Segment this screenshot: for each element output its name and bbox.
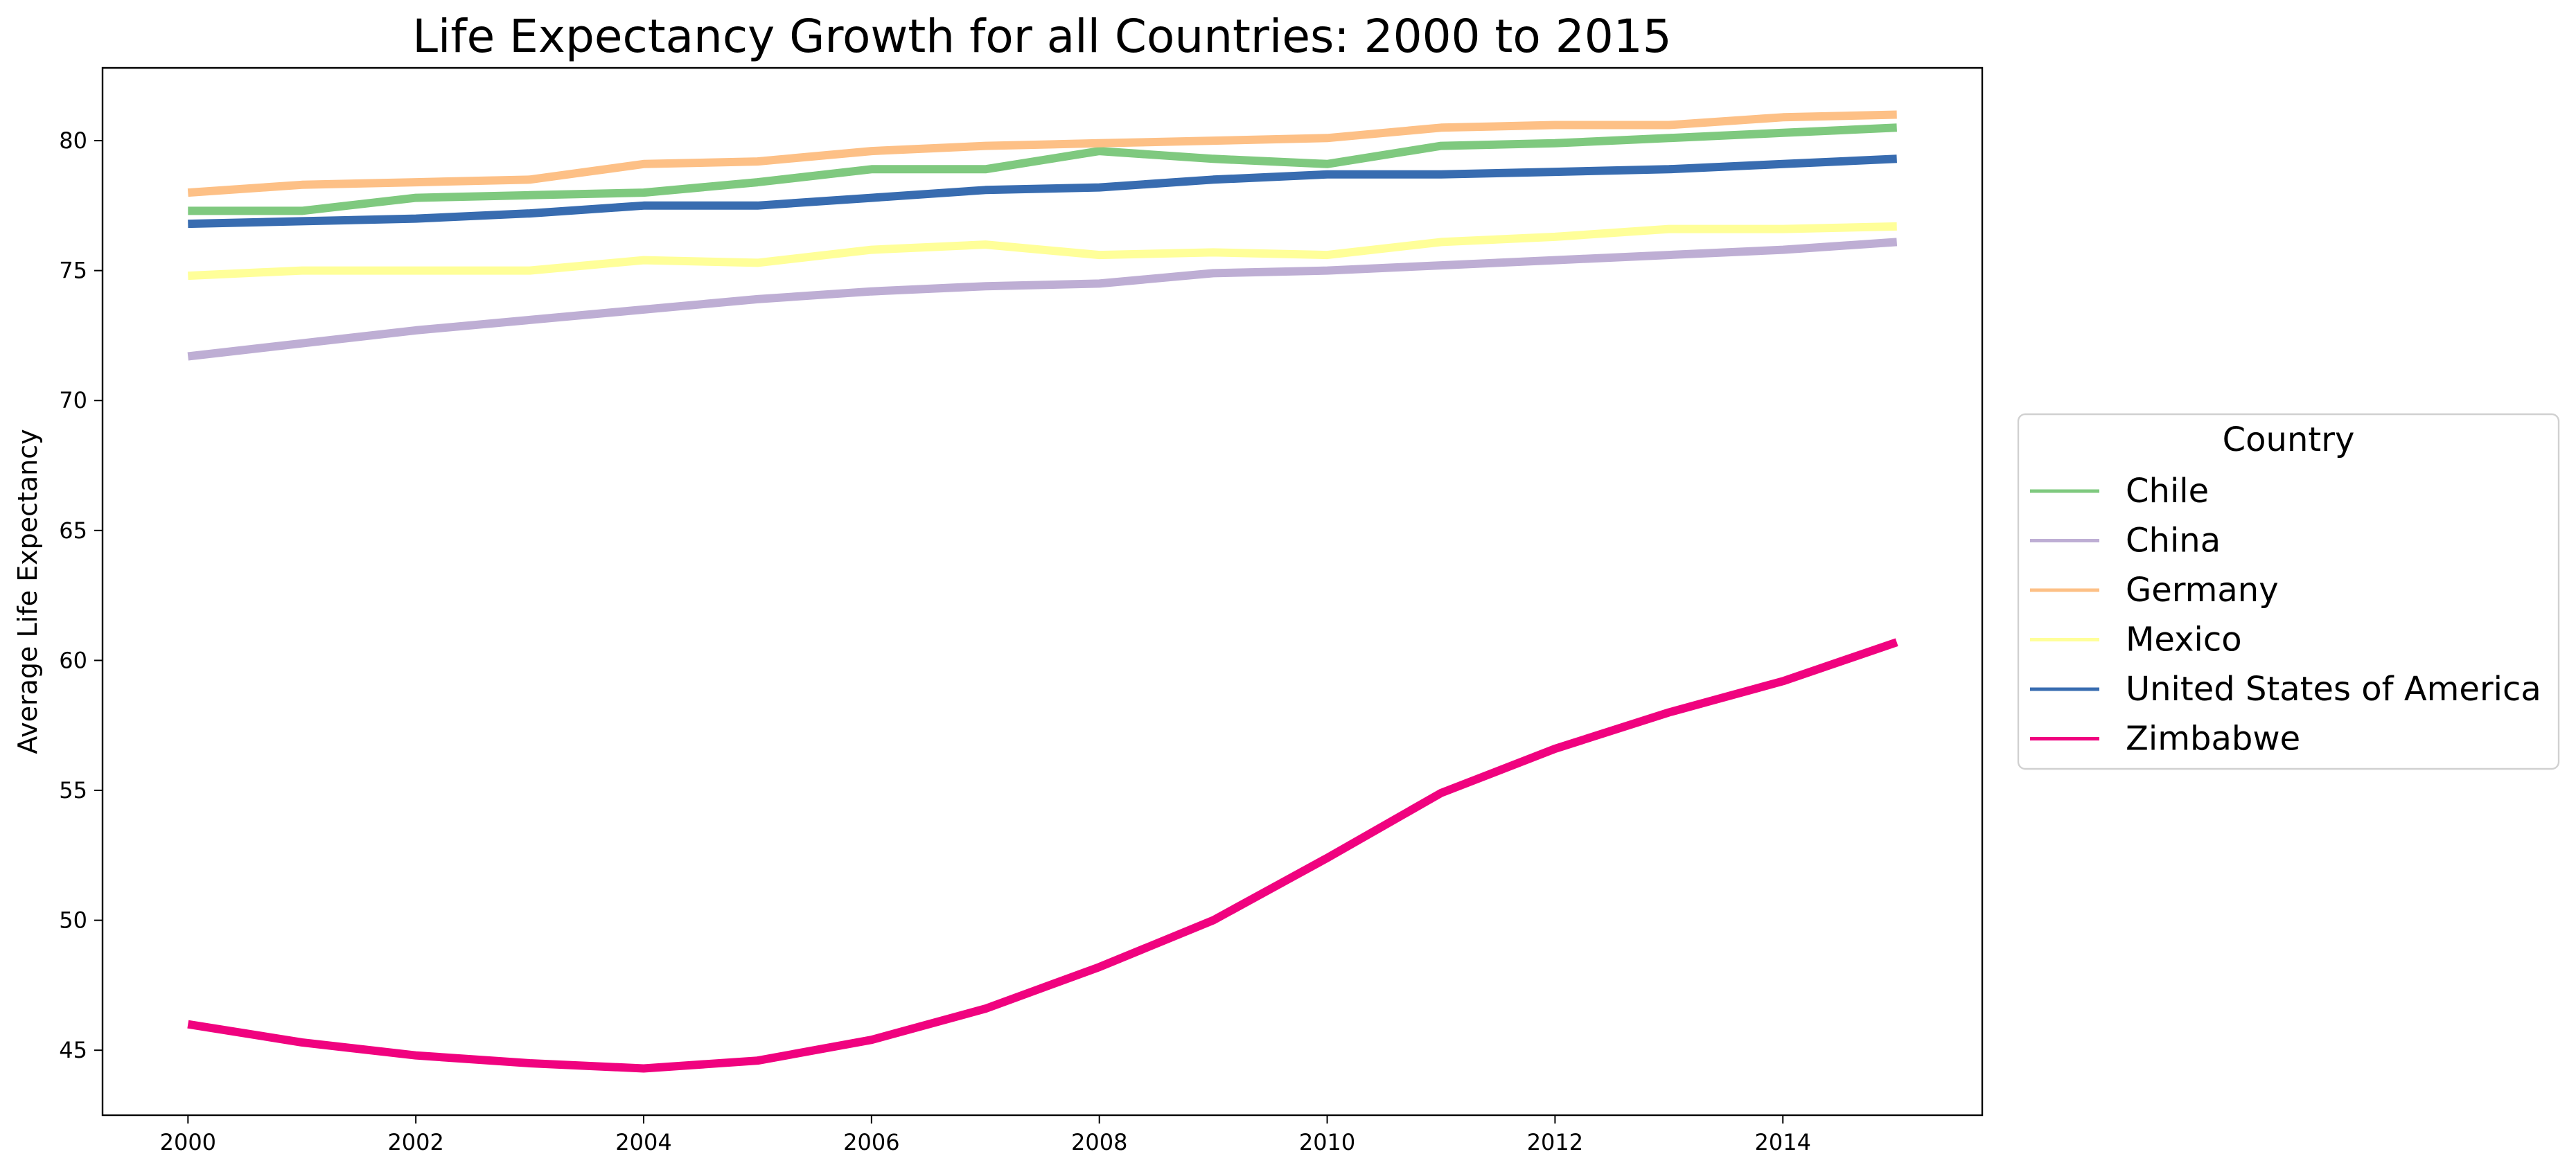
series-line-germany bbox=[187, 110, 1897, 197]
x-axis: 2000 2002 2004 2006 2008 2010 2012 2014 bbox=[160, 1115, 1811, 1155]
legend-title: Country bbox=[2223, 420, 2355, 459]
series-line-chile bbox=[188, 123, 1897, 215]
legend-label-chile: Chile bbox=[2126, 472, 2209, 510]
series-lines bbox=[187, 110, 1898, 1073]
y-tick-label: 80 bbox=[59, 127, 87, 154]
series-line-zimbabwe bbox=[187, 638, 1898, 1073]
legend-label-united-states-of-america: United States of America bbox=[2126, 670, 2541, 709]
y-tick-label: 65 bbox=[59, 517, 87, 544]
x-tick-label: 2006 bbox=[843, 1129, 899, 1155]
y-axis: 45 50 55 60 65 70 75 80 bbox=[59, 127, 103, 1063]
plot-frame bbox=[101, 66, 1984, 1117]
legend-frame bbox=[2017, 413, 2560, 770]
x-tick-label: 2002 bbox=[387, 1129, 443, 1155]
x-tick-label: 2004 bbox=[615, 1129, 671, 1155]
x-tick-label: 2012 bbox=[1527, 1129, 1583, 1155]
x-tick-label: 2010 bbox=[1299, 1129, 1355, 1155]
legend-label-zimbabwe: Zimbabwe bbox=[2126, 720, 2300, 758]
y-tick-label: 70 bbox=[59, 387, 87, 414]
legend-label-china: China bbox=[2126, 522, 2221, 560]
legend: Country Chile China Germany Mexico United St… bbox=[2017, 413, 2560, 770]
legend-items: Chile China Germany Mexico United States of … bbox=[2030, 472, 2541, 758]
y-tick-label: 50 bbox=[59, 907, 87, 934]
series-line-united-states-of-america bbox=[188, 154, 1897, 229]
x-tick-label: 2008 bbox=[1071, 1129, 1127, 1155]
chart-title: Life Expectancy Growth for all Countries… bbox=[412, 10, 1671, 63]
y-tick-label: 45 bbox=[59, 1037, 87, 1063]
legend-label-mexico: Mexico bbox=[2126, 621, 2242, 659]
x-tick-label: 2014 bbox=[1755, 1129, 1811, 1155]
x-tick-label: 2000 bbox=[160, 1129, 216, 1155]
series-line-mexico bbox=[188, 222, 1897, 281]
y-axis-label: Average Life Expectancy bbox=[12, 429, 43, 754]
y-tick-label: 55 bbox=[59, 777, 87, 803]
y-tick-label: 60 bbox=[59, 647, 87, 673]
y-tick-label: 75 bbox=[59, 258, 87, 284]
legend-label-germany: Germany bbox=[2126, 571, 2279, 610]
series-line-china bbox=[187, 238, 1898, 361]
